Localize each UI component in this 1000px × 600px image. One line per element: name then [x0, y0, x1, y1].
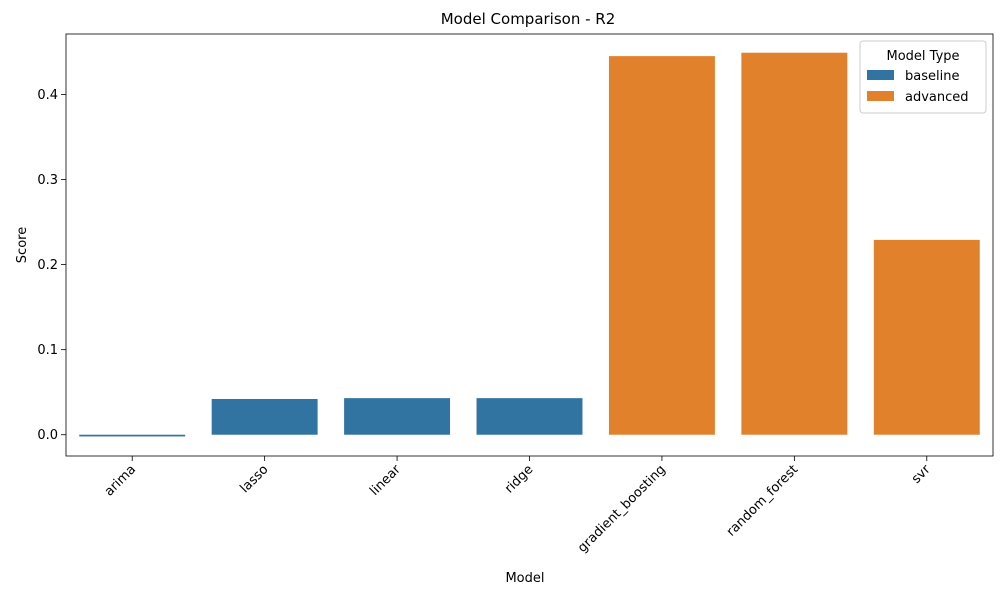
legend: Model Type baseline advanced: [859, 40, 987, 114]
x-tick-label: lasso: [237, 462, 271, 496]
legend-label-baseline: baseline: [905, 69, 959, 84]
legend-label-advanced: advanced: [905, 90, 969, 105]
bar-lasso: [211, 398, 318, 435]
bar-arima: [79, 434, 186, 437]
legend-swatch-baseline: [867, 70, 894, 80]
y-tick-label: 0.2: [37, 258, 58, 273]
bar-gradient-boosting: [608, 56, 715, 435]
bar-random-forest: [741, 52, 848, 435]
y-axis: 0.0 0.1 0.2 0.3 0.4: [37, 88, 66, 443]
x-tick-label: svr: [909, 462, 934, 487]
bar-svr: [873, 239, 980, 435]
y-axis-title: Score: [15, 227, 30, 263]
plot-area-frame: [65, 33, 994, 457]
y-tick-label: 0.4: [37, 88, 58, 103]
x-axis-title: Model: [505, 571, 544, 586]
x-tick-label: gradient_boosting: [575, 462, 669, 556]
x-tick-label: ridge: [502, 462, 536, 496]
x-tick-label: arima: [102, 462, 139, 499]
x-tick-label: linear: [367, 462, 404, 499]
bars: [79, 52, 980, 437]
legend-title: Model Type: [886, 49, 959, 64]
x-tick-label: random_forest: [724, 462, 801, 539]
bar-linear: [344, 398, 451, 435]
x-axis: arima lasso linear ridge gradient_boosting ra…: [102, 456, 934, 556]
legend-swatch-advanced: [867, 91, 894, 101]
y-tick-label: 0.1: [37, 343, 58, 358]
y-tick-label: 0.3: [37, 173, 58, 188]
bar-ridge: [476, 398, 583, 435]
chart-title: Model Comparison - R2: [441, 10, 616, 28]
y-tick-label: 0.0: [37, 428, 58, 443]
